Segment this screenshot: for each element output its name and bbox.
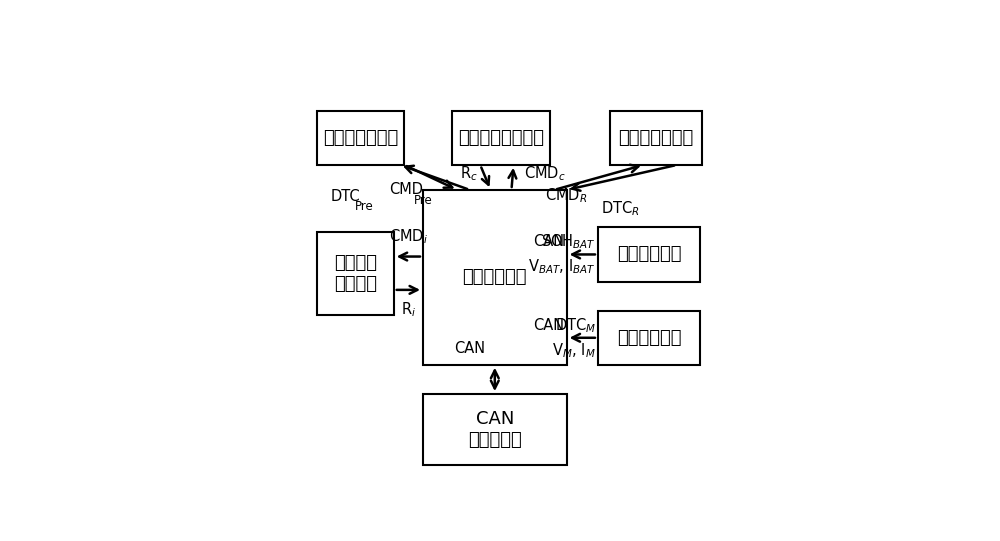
Text: V$_M$, I$_M$: V$_M$, I$_M$: [552, 341, 596, 360]
Text: DTC$_R$: DTC$_R$: [601, 199, 640, 218]
Text: CAN: CAN: [454, 341, 485, 355]
Bar: [317, 111, 404, 165]
Text: 电池管理模块: 电池管理模块: [617, 246, 681, 263]
Bar: [423, 394, 567, 465]
Text: CMD$_i$: CMD$_i$: [389, 227, 428, 246]
Text: 继电器监控模块: 继电器监控模块: [619, 129, 694, 147]
Bar: [610, 111, 702, 165]
Text: 电机控制模块: 电机控制模块: [617, 329, 681, 347]
Text: CAN: CAN: [533, 318, 565, 333]
Text: 绝缘电阻
检测模块: 绝缘电阻 检测模块: [334, 254, 377, 293]
Text: CMD$_R$: CMD$_R$: [545, 187, 588, 206]
Text: CMD: CMD: [389, 182, 423, 197]
Bar: [317, 232, 394, 315]
Bar: [598, 227, 700, 281]
Text: R$_c$: R$_c$: [460, 164, 478, 182]
Text: CAN: CAN: [533, 234, 565, 249]
Text: DTC: DTC: [331, 189, 361, 203]
Text: Pre: Pre: [355, 200, 374, 213]
Bar: [452, 111, 550, 165]
Text: Pre: Pre: [414, 194, 432, 207]
Text: DTC$_M$: DTC$_M$: [555, 316, 596, 335]
Text: V$_{BAT}$, I$_{BAT}$: V$_{BAT}$, I$_{BAT}$: [528, 258, 596, 276]
Text: 连接电阻检测模块: 连接电阻检测模块: [458, 129, 544, 147]
Text: CMD$_c$: CMD$_c$: [524, 164, 566, 182]
Bar: [423, 190, 567, 365]
Text: R$_i$: R$_i$: [401, 300, 416, 319]
Bar: [598, 311, 700, 365]
Text: SOH$_{BAT}$: SOH$_{BAT}$: [541, 233, 596, 252]
Text: 控制计算模块: 控制计算模块: [463, 268, 527, 286]
Text: CAN
整车控制器: CAN 整车控制器: [468, 410, 522, 449]
Text: 预充电监控模块: 预充电监控模块: [323, 129, 398, 147]
